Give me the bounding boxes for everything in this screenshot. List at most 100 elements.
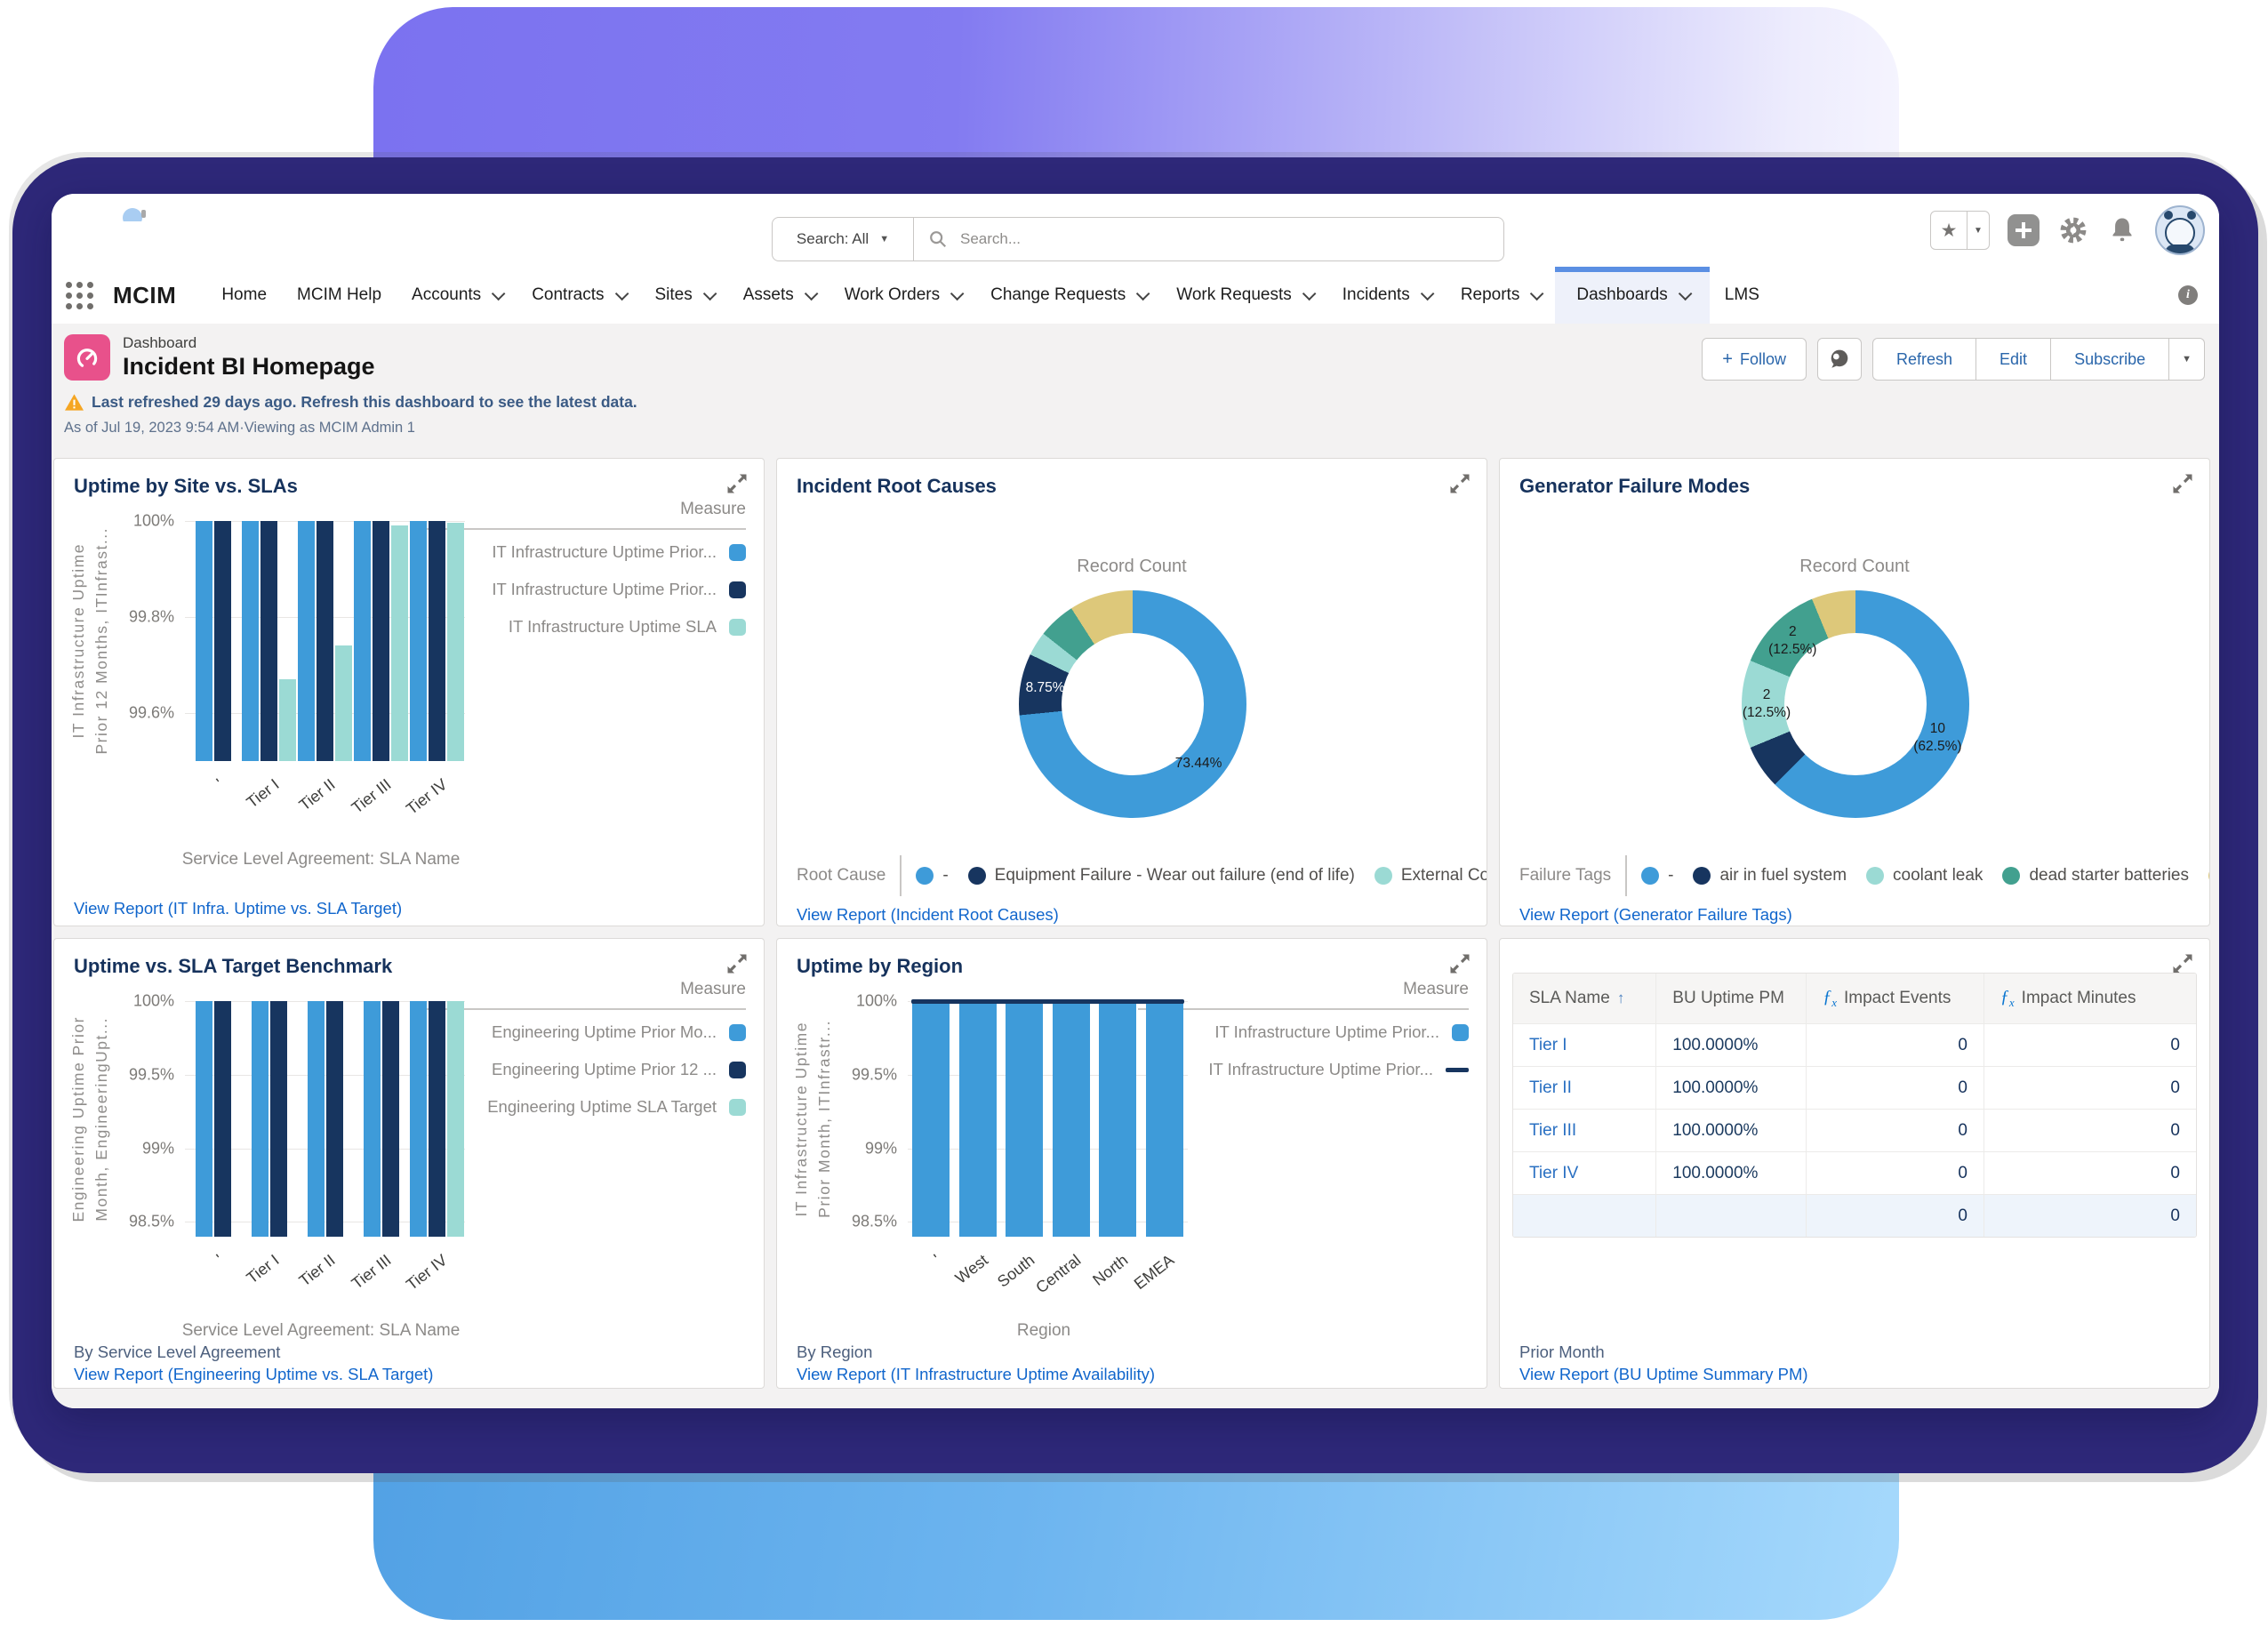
widget-generator-failure-modes: Generator Failure Modes Record Count 10(… bbox=[1499, 458, 2210, 926]
x-axis-categories: ' Tier I Tier II Tier III Tier IV bbox=[185, 766, 465, 841]
legend-swatch bbox=[1452, 1023, 1469, 1041]
favorites-button-group[interactable]: ★ ▼ bbox=[1930, 211, 1990, 250]
bar-chart: 100% 99.8% 99.6% bbox=[129, 512, 465, 761]
table-header-cell[interactable]: ƒx Impact Minutes bbox=[1983, 974, 2196, 1023]
table-header-cell[interactable]: ƒx Impact Events bbox=[1807, 974, 1984, 1023]
y-axis-label: IT Infrastructure Uptime Prior Month, IT… bbox=[792, 1020, 833, 1218]
chevron-down-icon bbox=[702, 286, 717, 301]
bar bbox=[1052, 1001, 1090, 1237]
user-avatar[interactable] bbox=[2155, 205, 2205, 255]
notifications-bell-icon[interactable] bbox=[2107, 215, 2137, 245]
sla-name-cell[interactable]: Tier IV bbox=[1513, 1151, 1657, 1194]
sla-table: SLA Name ↑ BU Uptime PM ƒx Impact Events ƒx Im… bbox=[1512, 973, 2197, 1238]
search-input[interactable] bbox=[958, 229, 1489, 249]
x-tick-label: ' bbox=[212, 1251, 227, 1267]
search-scope-select[interactable]: Search: All ▼ bbox=[773, 218, 914, 260]
nav-tabs: Home MCIM Help Accounts Contracts Sites Asset… bbox=[206, 267, 2178, 324]
table-cell: 100.0000% bbox=[1656, 1023, 1807, 1066]
bar-group bbox=[353, 1001, 409, 1237]
more-actions-dropdown[interactable]: ▼ bbox=[2182, 354, 2192, 365]
global-actions-icon[interactable] bbox=[2008, 214, 2040, 246]
table-header-cell[interactable]: SLA Name ↑ bbox=[1513, 974, 1657, 1023]
widget-uptime-sla-benchmark: Uptime vs. SLA Target Benchmark Measure … bbox=[53, 938, 765, 1389]
setup-gear-icon[interactable] bbox=[2057, 214, 2089, 246]
bar bbox=[298, 521, 315, 761]
subscribe-button[interactable]: Subscribe bbox=[2051, 339, 2170, 380]
nav-tab-incidents[interactable]: Incidents bbox=[1327, 267, 1446, 324]
info-icon[interactable]: i bbox=[2178, 285, 2198, 305]
favicon-fragment bbox=[123, 208, 146, 221]
bar bbox=[1006, 1001, 1044, 1237]
sla-name-cell[interactable]: Tier III bbox=[1513, 1109, 1657, 1151]
expand-icon[interactable] bbox=[2170, 471, 2195, 496]
legend-swatch bbox=[729, 1023, 746, 1041]
nav-tab-home[interactable]: Home bbox=[206, 267, 282, 324]
favorites-dropdown-icon[interactable]: ▼ bbox=[1967, 212, 1989, 249]
table-cell: 0 bbox=[1807, 1066, 1984, 1109]
x-tick-label: Tier IV bbox=[403, 1251, 451, 1294]
y-tick-label: 99.8% bbox=[128, 607, 174, 626]
bar bbox=[410, 1001, 427, 1237]
y-tick-label: 100% bbox=[132, 511, 174, 530]
nav-tab-accounts[interactable]: Accounts bbox=[397, 267, 517, 324]
formula-icon: ƒx bbox=[2000, 987, 2015, 1009]
nav-tab-label: Assets bbox=[742, 285, 794, 304]
slice-label: 73.44% bbox=[1174, 756, 1222, 772]
nav-tab-contracts[interactable]: Contracts bbox=[517, 267, 639, 324]
table-cell: 0 bbox=[1983, 1151, 2196, 1194]
x-axis-title: Region bbox=[1016, 1321, 1071, 1340]
expand-icon[interactable] bbox=[725, 471, 749, 496]
as-of-text: As of Jul 19, 2023 9:54 AM·Viewing as MC… bbox=[64, 420, 415, 436]
formula-icon: ƒx bbox=[1823, 987, 1837, 1009]
refresh-button[interactable]: Refresh bbox=[1873, 339, 1977, 380]
bar-group bbox=[1001, 1001, 1048, 1237]
nav-tab-assets[interactable]: Assets bbox=[728, 267, 829, 324]
legend-item: dead starter batteries bbox=[2002, 866, 2189, 886]
follow-button[interactable]: + Follow bbox=[1702, 338, 1807, 381]
nav-tab-work-orders[interactable]: Work Orders bbox=[829, 267, 975, 324]
bar bbox=[251, 1001, 268, 1237]
sla-name-cell[interactable]: Tier I bbox=[1513, 1023, 1657, 1066]
donut-measure-title: Record Count bbox=[1077, 557, 1187, 576]
feed-button[interactable] bbox=[1817, 338, 1862, 381]
table-cell: 0 bbox=[1807, 1151, 1984, 1194]
nav-tab-reports[interactable]: Reports bbox=[1446, 267, 1556, 324]
nav-tab-mcim-help[interactable]: MCIM Help bbox=[282, 267, 397, 324]
expand-icon[interactable] bbox=[1447, 951, 1472, 976]
nav-tab-change-requests[interactable]: Change Requests bbox=[975, 267, 1161, 324]
favorites-star-icon[interactable]: ★ bbox=[1940, 220, 1958, 241]
widget-bu-uptime-table: SLA Name ↑ BU Uptime PM ƒx Impact Events ƒx Im… bbox=[1499, 938, 2210, 1389]
app-launcher-icon[interactable] bbox=[66, 281, 93, 309]
view-report-link[interactable]: View Report (BU Uptime Summary PM) bbox=[1519, 1365, 1808, 1383]
expand-icon[interactable] bbox=[2170, 951, 2195, 976]
view-report-link[interactable]: View Report (Incident Root Causes) bbox=[797, 905, 1059, 924]
expand-icon[interactable] bbox=[1447, 471, 1472, 496]
table-row: Tier I 100.0000% 0 0 bbox=[1513, 1023, 2196, 1066]
table-header-cell[interactable]: BU Uptime PM bbox=[1656, 974, 1807, 1023]
sla-name-cell[interactable]: Tier II bbox=[1513, 1066, 1657, 1109]
bar bbox=[317, 521, 333, 761]
legend-swatch bbox=[729, 1098, 746, 1116]
global-search[interactable]: Search: All ▼ bbox=[772, 217, 1504, 261]
nav-tab-sites[interactable]: Sites bbox=[640, 267, 728, 324]
expand-icon[interactable] bbox=[725, 951, 749, 976]
legend-item: IT Infrastructure Uptime SLA bbox=[415, 608, 746, 645]
legend-swatch bbox=[1866, 867, 1885, 885]
view-report-link[interactable]: View Report (IT Infra. Uptime vs. SLA Ta… bbox=[74, 899, 403, 918]
legend-swatch bbox=[729, 618, 746, 636]
nav-tab-work-requests[interactable]: Work Requests bbox=[1161, 267, 1327, 324]
edit-button[interactable]: Edit bbox=[1976, 339, 2052, 380]
bar bbox=[429, 1001, 445, 1237]
view-report-link[interactable]: View Report (Engineering Uptime vs. SLA … bbox=[74, 1365, 434, 1383]
search-scope-label: Search: All bbox=[796, 230, 870, 247]
widget-uptime-by-region: Uptime by Region Measure IT Infrastructu… bbox=[776, 938, 1487, 1389]
slice-label: 2 (12.5%) bbox=[1768, 624, 1817, 658]
bar-group bbox=[297, 521, 353, 761]
view-report-link[interactable]: View Report (Generator Failure Tags) bbox=[1519, 905, 1792, 924]
table-cell: 0 bbox=[1807, 1023, 1984, 1066]
view-report-link[interactable]: View Report (IT Infrastructure Uptime Av… bbox=[797, 1365, 1156, 1383]
nav-tab-dashboards[interactable]: Dashboards bbox=[1555, 267, 1710, 324]
bar bbox=[912, 1001, 950, 1237]
nav-tab-lms[interactable]: LMS bbox=[1710, 267, 1775, 324]
bar bbox=[381, 1001, 399, 1237]
